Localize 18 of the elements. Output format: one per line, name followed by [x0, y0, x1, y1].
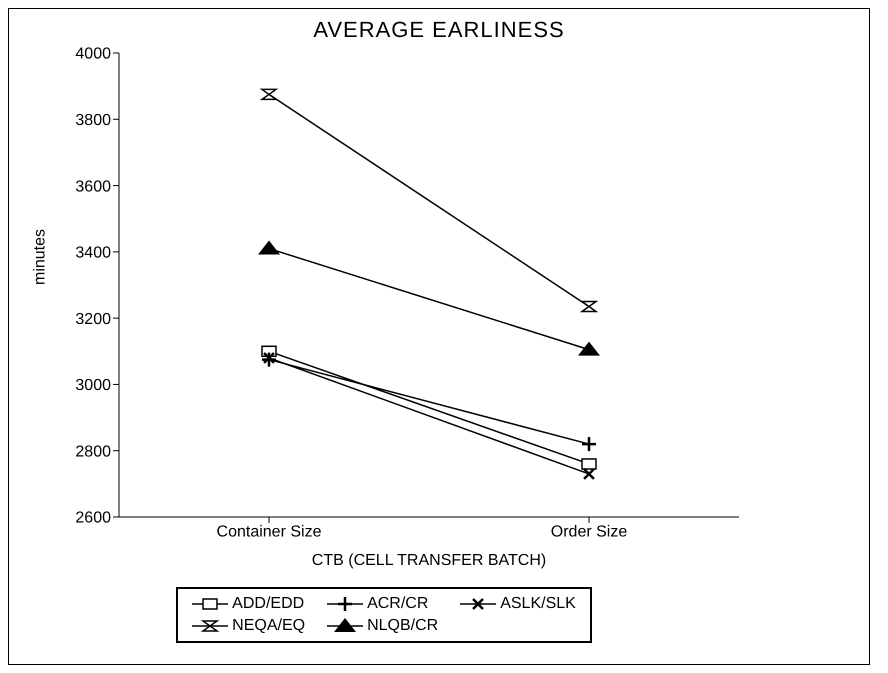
legend-label: NLQB/CR — [367, 617, 438, 635]
y-tick-label: 3200 — [75, 310, 112, 328]
x-axis-title: CTB (CELL TRANSFER BATCH) — [312, 552, 546, 569]
x-tick-label: Container Size — [216, 523, 322, 540]
y-tick-label: 3800 — [75, 112, 112, 129]
y-tick-label: 3000 — [75, 377, 112, 394]
legend-label: NEQA/EQ — [232, 617, 306, 635]
y-tick-label: 2600 — [75, 510, 112, 527]
chart-title: AVERAGE EARLINESS — [312, 17, 566, 43]
y-tick-label: 2800 — [75, 443, 112, 460]
y-tick-label: 3600 — [75, 178, 112, 196]
y-tick-label: 3400 — [75, 244, 112, 262]
legend-label: ACR/CR — [367, 595, 428, 613]
x-tick-label: Order Size — [550, 523, 628, 540]
legend-label: ADD/EDD — [232, 595, 304, 613]
y-tick-label: 4000 — [75, 46, 112, 63]
y-axis-title: minutes — [32, 228, 49, 285]
legend-label: ASLK/SLK — [500, 595, 576, 613]
